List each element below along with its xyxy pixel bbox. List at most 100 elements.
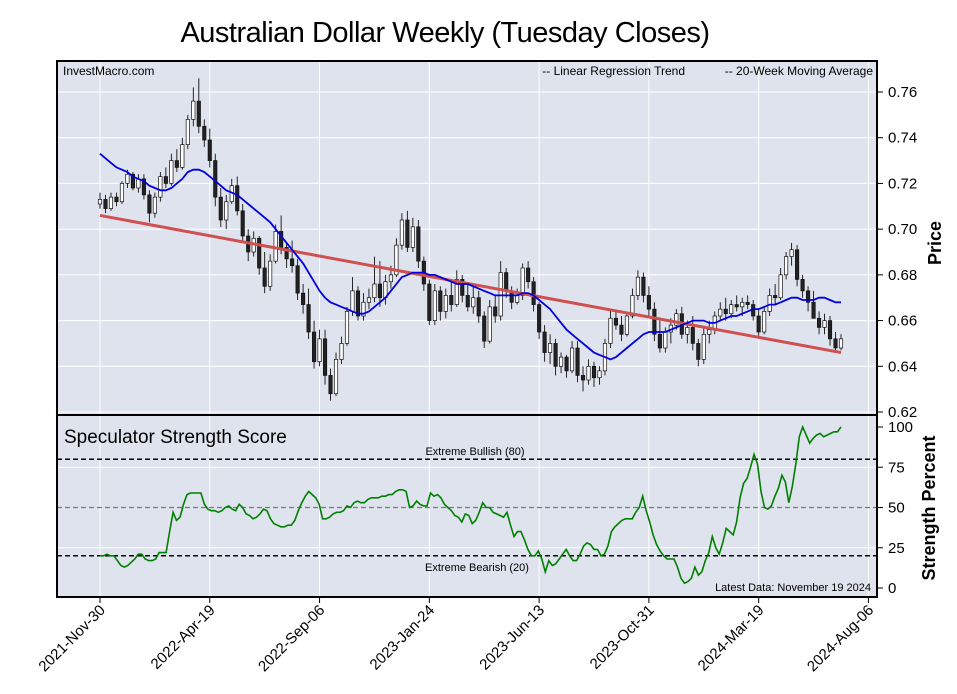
candle-body <box>608 317 613 344</box>
candle-body <box>619 324 624 335</box>
candle-body <box>108 196 114 209</box>
candle-body <box>224 201 229 221</box>
price-tick-label: 0.66 <box>888 313 917 330</box>
candle-body <box>372 283 377 299</box>
candle-body <box>827 320 833 340</box>
candle-body <box>531 281 536 305</box>
candle-body <box>520 267 525 296</box>
candle-body <box>816 317 822 328</box>
candle-body <box>778 274 783 299</box>
candle-body <box>542 331 547 353</box>
bullish-label: Extreme Bullish (80) <box>425 446 524 458</box>
candle-body <box>762 311 767 333</box>
candle-body <box>114 196 119 203</box>
candle-body <box>355 290 361 317</box>
candle-body <box>119 183 125 203</box>
candle-body <box>591 365 597 379</box>
candle-body <box>745 301 750 305</box>
candle-body <box>471 297 476 308</box>
x-tick-label: 2022-Sep-06 <box>255 602 328 675</box>
candle-body <box>734 304 739 308</box>
candle-body <box>339 343 344 360</box>
candle-body <box>569 347 575 372</box>
candle-body <box>333 359 339 395</box>
price-grid <box>57 61 877 415</box>
candle-body <box>575 347 580 376</box>
candle-body <box>674 313 679 326</box>
candle-body <box>526 267 531 283</box>
candle-body <box>696 343 701 360</box>
candle-body <box>718 308 723 317</box>
price-tick-label: 0.64 <box>888 358 917 375</box>
candle-body <box>344 311 350 344</box>
price-panel-background <box>57 61 877 415</box>
candle-body <box>756 315 761 333</box>
candle-body <box>290 258 295 267</box>
candle-body <box>690 327 695 344</box>
candle-body <box>729 304 734 315</box>
candle-body <box>822 320 827 328</box>
candle-body <box>663 331 668 349</box>
candle-body <box>515 295 520 303</box>
candle-body <box>147 194 152 214</box>
price-tick-label: 0.74 <box>888 130 917 147</box>
candle-body <box>597 370 602 379</box>
candle-body <box>328 375 333 395</box>
candle-body <box>460 279 465 296</box>
candle-body <box>257 237 262 269</box>
moving-average-line <box>99 153 841 361</box>
candle-body <box>482 315 487 342</box>
candle-body <box>767 295 772 312</box>
candle-body <box>306 304 311 333</box>
price-tick-label: 0.76 <box>888 84 917 101</box>
price-tick-label: 0.68 <box>888 267 917 284</box>
candle-body <box>806 290 811 303</box>
candle-body <box>235 185 240 212</box>
candle-body <box>394 244 399 276</box>
candle-body <box>191 100 196 120</box>
candle-body <box>476 297 481 317</box>
candle-body <box>487 306 492 342</box>
candle-body <box>152 196 157 214</box>
strength-grid <box>57 415 877 597</box>
candle-body <box>559 356 564 367</box>
candle-body <box>432 290 437 321</box>
candle-body <box>180 144 185 168</box>
candle-body <box>301 292 306 305</box>
latest-data-label: Latest Data: November 19 2024 <box>715 582 871 594</box>
candle-body <box>125 173 130 184</box>
candle-body <box>163 176 168 184</box>
bearish-label: Extreme Bearish (20) <box>425 562 529 574</box>
candle-body <box>410 226 415 248</box>
candle-body <box>707 329 712 335</box>
candle-body <box>361 301 366 317</box>
x-tick-label: 2024-Mar-19 <box>695 602 768 675</box>
x-tick-label: 2021-Nov-30 <box>35 602 108 675</box>
candle-body <box>312 331 317 363</box>
candle-body <box>405 219 410 248</box>
candle-body <box>317 338 322 363</box>
candle-body <box>740 301 745 308</box>
candle-body <box>635 276 640 296</box>
candle-body <box>498 272 503 317</box>
strength-tick-label: 75 <box>888 459 905 476</box>
strength-panel-frame <box>56 414 878 598</box>
candle-body <box>833 338 838 349</box>
candle-body <box>454 279 459 305</box>
candle-body <box>586 365 591 381</box>
candle-body <box>399 219 404 246</box>
candle-body <box>169 160 174 184</box>
candle-body <box>795 249 800 280</box>
candle-body <box>784 256 789 276</box>
strength-axis-ticks: 100 75 50 25 0 <box>877 419 913 597</box>
strength-tick-label: 0 <box>888 580 896 597</box>
candle-body <box>800 279 805 292</box>
candle-body <box>811 301 816 319</box>
candle-body <box>613 317 619 326</box>
candle-body <box>537 304 542 333</box>
strength-tick-label: 50 <box>888 500 905 517</box>
candle-body <box>657 333 662 349</box>
strength-tick-label: 25 <box>888 540 905 557</box>
